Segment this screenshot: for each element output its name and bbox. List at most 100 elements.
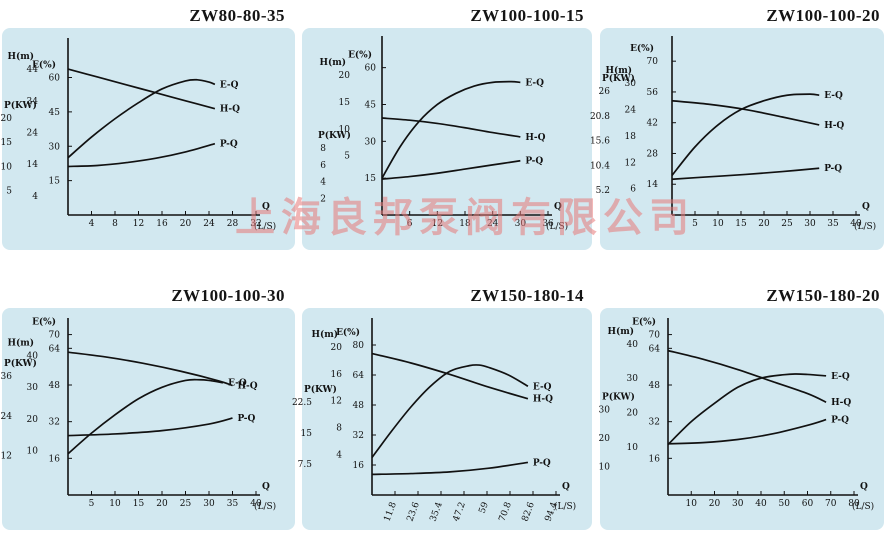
y-tick-label: 6 [630,185,636,195]
y-tick-label: 4 [32,192,38,202]
series-label-p-q: P-Q [824,164,842,174]
chart-plot-area [2,28,295,250]
series-label-h-q: H-Q [525,133,545,143]
y-tick-label: 20 [331,343,343,353]
y-tick-label: 30 [627,374,639,384]
y-axis-name: P(KW) [304,384,337,395]
y-tick-label: 15 [365,174,377,184]
series-line-h-q [67,351,233,387]
x-tick-label: 30 [203,499,215,509]
y-tick-label: 16 [331,370,343,380]
x-tick-label: 28 [227,219,239,229]
y-tick-label: 22.5 [292,398,312,408]
y-tick-label: 10.4 [590,161,610,171]
y-tick-label: 64 [49,344,61,354]
y-tick-label: 10 [1,162,13,172]
x-axis-unit-label: (L/S) [254,221,276,232]
chart-title: ZW150-180-20 [766,286,880,305]
y-tick-label: 2 [320,194,326,204]
x-tick-label: 30 [515,219,527,229]
x-tick-label: 59 [478,501,491,515]
chart-svg: 6 12 18 24 30 36Q(L/S)15304560E(%)5101520H(m)… [318,36,568,232]
series-label-e-q: E-Q [824,91,843,101]
y-axis-name: E(%) [336,327,360,338]
x-tick-label: 10 [712,219,724,229]
y-tick-label: 26 [599,87,611,97]
series-line-h-q [671,99,820,126]
chart-svg: 10 20 30 40 50 60 70 80Q (L/S) 16 32 48 64 70 E(%) 10 20… [599,317,875,512]
x-tick-label: 20 [709,499,721,509]
series-label-h-q: H-Q [831,398,851,408]
x-axis-unit-label: (L/S) [554,501,576,512]
y-tick-label: 5.2 [596,186,610,196]
chart-plot-area [600,28,884,250]
y-tick-label: 15 [49,177,61,187]
chart-plot-area [302,308,592,530]
y-tick-label: 70 [647,57,659,67]
y-tick-label: 20.8 [590,112,610,122]
chart-title: ZW100-100-15 [470,6,584,25]
x-tick-label: 15 [735,219,747,229]
y-tick-label: 64 [649,344,661,354]
x-tick-label: 5 [692,219,698,229]
y-axis-name: E(%) [632,317,656,328]
y-tick-label: 20 [627,409,639,419]
x-tick-label: 10 [686,499,698,509]
series-label-h-q: H-Q [533,395,553,405]
y-tick-label: 12 [331,397,342,407]
series-label-e-q: E-Q [533,382,552,392]
chart-plot-area [2,308,295,530]
y-tick-label: 34 [27,97,39,107]
series-line-e-q [671,93,820,176]
series-line-e-q [67,378,224,455]
x-tick-label: 20 [180,219,192,229]
y-tick-label: 10 [339,125,351,135]
x-tick-label: 80 [848,499,860,509]
chart-title: ZW150-180-14 [470,286,584,305]
y-axis-name: H(m) [311,329,338,340]
y-tick-label: 20 [339,71,351,81]
x-tick-label: 40 [755,499,767,509]
series-line-p-q [381,159,521,180]
x-tick-label: 60 [802,499,814,509]
x-tick-label: 25 [180,499,192,509]
y-tick-label: 24 [1,412,13,422]
x-axis-q-label: Q [262,202,270,212]
pump-chart-zw100-100-15: ZW100-100-15 6 12 18 24 30 36 Q (L/S) 15 30 45 60 E(… [300,0,592,255]
x-tick-label: 30 [804,219,816,229]
y-tick-label: 48 [649,381,661,391]
x-axis-q-label: Q [562,482,570,492]
y-tick-label: 48 [49,381,61,391]
y-tick-label: 44 [27,65,39,75]
x-axis-unit-label: (L/S) [854,221,876,232]
y-tick-label: 18 [625,132,637,142]
company-watermark: 上海良邦泵阀有限公司 [235,195,695,241]
x-tick-label: 40 [850,219,862,229]
chart-svg: 5 10 15 20 25 30 35 40Q (L/S) 14 28 42 56 70 E(%) 6 12 18… [590,36,876,232]
x-axis-unit-label: (L/S) [852,501,874,512]
series-line-h-q [667,349,827,403]
y-tick-label: 6 [320,161,326,171]
series-label-e-q: E-Q [525,78,544,88]
y-tick-label: 30 [49,142,61,152]
series-line-e-q [667,373,827,446]
y-tick-label: 20 [599,434,611,444]
y-axis-name: H(m) [319,57,346,68]
series-line-p-q [67,142,216,168]
x-tick-label: 25 [781,219,793,229]
x-axis-q-label: Q [862,202,870,212]
y-tick-label: 4 [320,178,326,188]
y-tick-label: 20 [1,114,13,124]
series-line-p-q [371,461,529,476]
x-tick-label: 36 [542,219,554,229]
x-tick-label: 30 [732,499,744,509]
y-tick-label: 10 [627,443,639,453]
x-tick-label: 15 [133,499,145,509]
y-tick-label: 64 [353,371,365,381]
x-tick-label: 16 [156,219,168,229]
y-tick-label: 80 [353,341,365,351]
y-tick-label: 7.5 [298,460,313,470]
x-tick-label: 40 [250,499,262,509]
series-label-e-q: E-Q [220,80,239,90]
x-tick-label: 4 [89,219,95,229]
